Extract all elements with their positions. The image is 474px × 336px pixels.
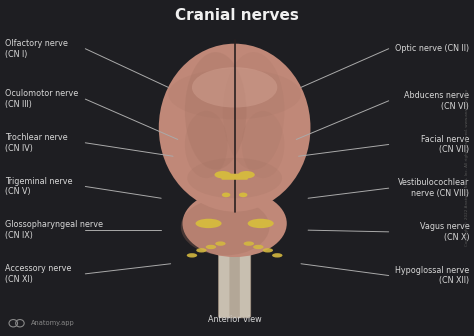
FancyBboxPatch shape [221,174,248,180]
Text: Olfactory nerve
(CN I): Olfactory nerve (CN I) [5,39,68,58]
Ellipse shape [244,241,254,246]
Ellipse shape [195,219,221,228]
Ellipse shape [222,193,230,197]
Ellipse shape [263,248,273,253]
Text: Copyright © 2022 Anatomy Next, Inc. All rights reserved. www.anatomy.app: Copyright © 2022 Anatomy Next, Inc. All … [465,89,469,247]
Ellipse shape [159,44,310,212]
Ellipse shape [215,241,226,246]
Text: Glossopharyngeal nerve
(CN IX): Glossopharyngeal nerve (CN IX) [5,220,103,240]
Ellipse shape [168,69,301,119]
Ellipse shape [187,253,197,257]
FancyBboxPatch shape [229,184,240,317]
Text: Cranial nerves: Cranial nerves [175,8,299,24]
Text: Abducens nerve
(CN VI): Abducens nerve (CN VI) [404,91,469,111]
Text: Accessory nerve
(CN XI): Accessory nerve (CN XI) [5,264,71,284]
Ellipse shape [196,248,207,253]
Ellipse shape [187,158,282,198]
Text: Vagus nerve
(CN X): Vagus nerve (CN X) [419,222,469,242]
Text: Oculomotor nerve
(CN III): Oculomotor nerve (CN III) [5,89,78,109]
Ellipse shape [185,111,228,178]
Text: Facial nerve
(CN VII): Facial nerve (CN VII) [421,135,469,154]
Ellipse shape [223,52,284,170]
Text: Anterior view: Anterior view [208,315,262,324]
Ellipse shape [214,171,231,178]
Ellipse shape [181,198,269,255]
Ellipse shape [185,52,246,170]
Ellipse shape [253,245,264,249]
Text: Vestibulocochlear
nerve (CN VIII): Vestibulocochlear nerve (CN VIII) [398,178,469,198]
Text: Optic nerve (CN II): Optic nerve (CN II) [395,44,469,53]
Ellipse shape [238,171,255,178]
Text: Trochlear nerve
(CN IV): Trochlear nerve (CN IV) [5,133,67,153]
Ellipse shape [182,190,287,257]
Text: Anatomy.app: Anatomy.app [31,320,74,326]
Ellipse shape [211,165,258,192]
Ellipse shape [239,193,247,197]
FancyBboxPatch shape [219,183,251,318]
Text: Hypoglossal nerve
(CN XII): Hypoglossal nerve (CN XII) [395,266,469,285]
Ellipse shape [192,67,277,108]
Text: Trigeminal nerve
(CN V): Trigeminal nerve (CN V) [5,177,72,196]
Ellipse shape [272,253,283,257]
Ellipse shape [206,245,216,249]
Ellipse shape [242,111,284,178]
Ellipse shape [248,219,274,228]
